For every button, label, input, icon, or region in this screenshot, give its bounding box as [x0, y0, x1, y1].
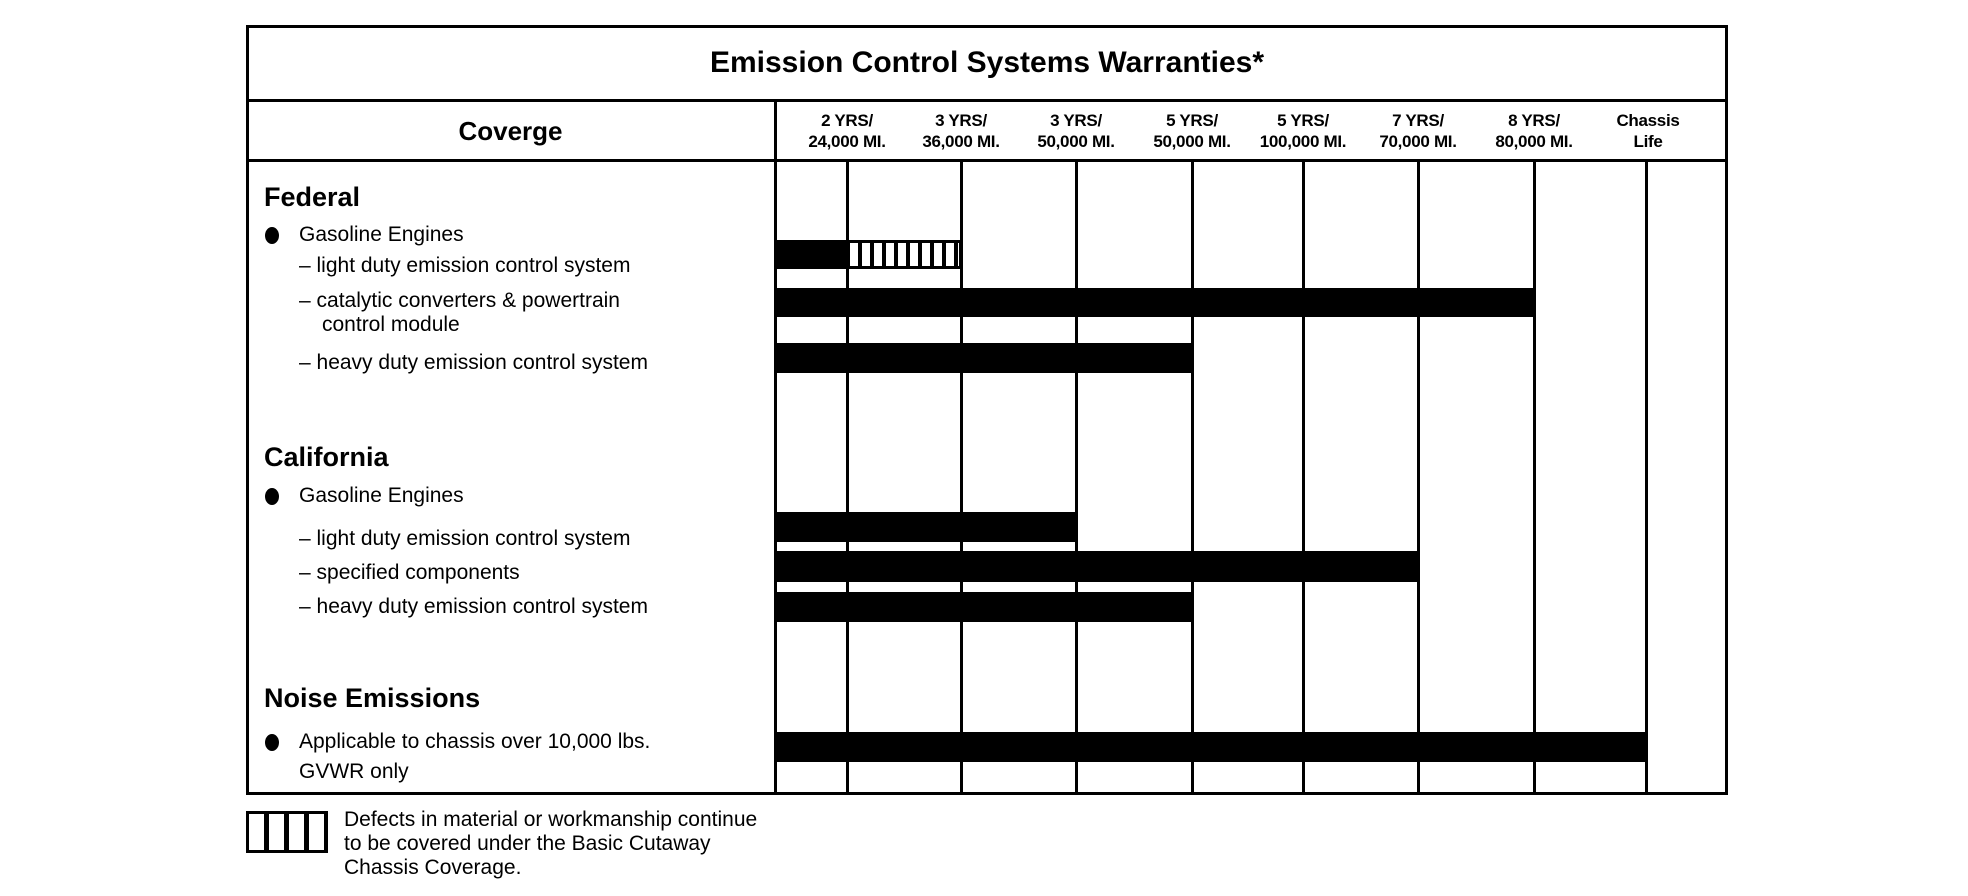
column-gridline: [1191, 161, 1194, 792]
coverage-bar-california-2: [775, 592, 1192, 622]
noise-bullet: Applicable to chassis over 10,000 lbs.: [299, 730, 651, 753]
basic-coverage-hatch-bar: [847, 240, 962, 269]
column-gridline: [1533, 161, 1536, 792]
federal-item-catalytic-cont: control module: [322, 313, 460, 336]
federal-item-light-duty: – light duty emission control system: [299, 254, 631, 277]
legend-line-3: Chassis Coverage.: [344, 856, 522, 879]
coverage-bar-noise: [775, 732, 1646, 762]
column-gridline: [1302, 161, 1305, 792]
california-item-heavy-duty: – heavy duty emission control system: [299, 595, 648, 618]
bullet-icon: [265, 488, 279, 505]
federal-bullet: Gasoline Engines: [299, 223, 464, 246]
section-heading-federal: Federal: [264, 182, 361, 212]
federal-item-heavy-duty: – heavy duty emission control system: [299, 351, 648, 374]
column-gridline: [960, 161, 963, 792]
column-header: 5 YRS/ 100,000 MI.: [1259, 111, 1347, 151]
federal-item-catalytic: – catalytic converters & powertrain: [299, 289, 620, 312]
column-header: 2 YRS/ 24,000 MI.: [808, 111, 886, 151]
section-heading-noise: Noise Emissions: [264, 683, 481, 713]
coverage-bar-california-1: [775, 551, 1418, 582]
section-heading-california: California: [264, 442, 389, 472]
california-item-light-duty: – light duty emission control system: [299, 527, 631, 550]
column-gridline: [846, 161, 849, 792]
coverage-bar-federal-1: [775, 288, 1534, 317]
bullet-icon: [265, 734, 279, 751]
coverage-bar-federal-0: [775, 240, 847, 269]
title-divider: [246, 99, 1728, 102]
column-gridline: [1645, 161, 1648, 792]
bullet-icon: [265, 227, 279, 244]
noise-bullet-cont: GVWR only: [299, 760, 409, 783]
legend-hatch-swatch: [246, 811, 328, 853]
column-header: 3 YRS/ 50,000 MI.: [1037, 111, 1115, 151]
column-gridline: [1075, 161, 1078, 792]
column-header: 5 YRS/ 50,000 MI.: [1153, 111, 1231, 151]
table-title: Emission Control Systems Warranties*: [709, 46, 1265, 79]
column-header: 7 YRS/ 70,000 MI.: [1379, 111, 1457, 151]
coverage-bar-federal-2: [775, 343, 1192, 373]
california-item-specified: – specified components: [299, 561, 520, 584]
coverage-header: Coverge: [458, 115, 563, 146]
legend-line-2: to be covered under the Basic Cutaway: [344, 832, 711, 855]
column-header: 3 YRS/ 36,000 MI.: [922, 111, 1000, 151]
header-divider: [246, 159, 1728, 162]
coverage-column-divider: [774, 101, 777, 792]
legend-line-1: Defects in material or workmanship conti…: [344, 808, 758, 831]
column-gridline: [1417, 161, 1420, 792]
column-header: 8 YRS/ 80,000 MI.: [1495, 111, 1573, 151]
warranty-table-frame: [246, 25, 1728, 795]
coverage-bar-california-0: [775, 512, 1076, 542]
column-header: Chassis Life: [1616, 111, 1680, 151]
california-bullet: Gasoline Engines: [299, 484, 464, 507]
